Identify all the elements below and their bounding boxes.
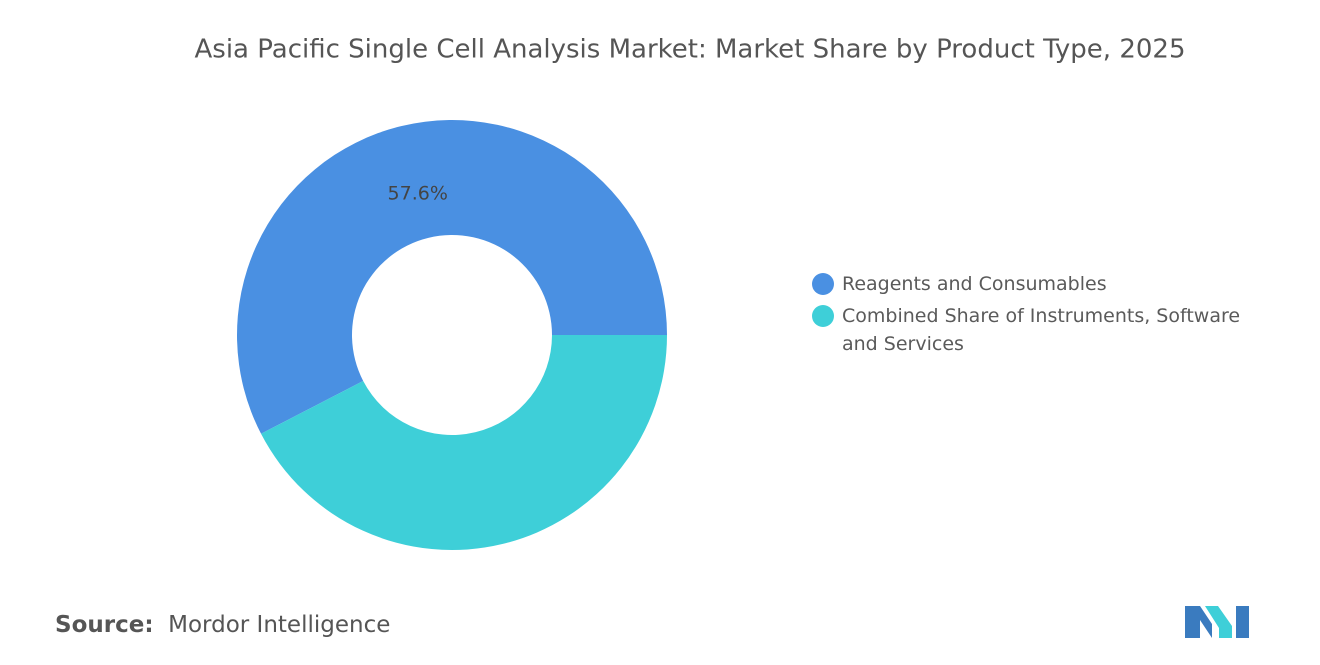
donut-slice [237,120,667,434]
legend-item: Combined Share of Instruments, Software … [812,302,1262,358]
legend-label: Reagents and Consumables [842,273,1107,295]
source-text: Mordor Intelligence [168,612,391,638]
logo [1185,606,1249,638]
legend-item: Reagents and Consumables [812,270,1262,298]
legend-label: Combined Share of Instruments, Software … [842,305,1241,355]
chart-title: Asia Pacific Single Cell Analysis Market… [195,35,1186,65]
legend-swatch [812,305,834,327]
source-label: Source: [55,612,154,638]
source: Source: Mordor Intelligence [55,612,390,638]
legend-swatch [812,273,834,295]
donut-slice [261,335,667,550]
legend: Reagents and Consumables Combined Share o… [812,270,1262,362]
data-label: 57.6% [388,183,448,205]
